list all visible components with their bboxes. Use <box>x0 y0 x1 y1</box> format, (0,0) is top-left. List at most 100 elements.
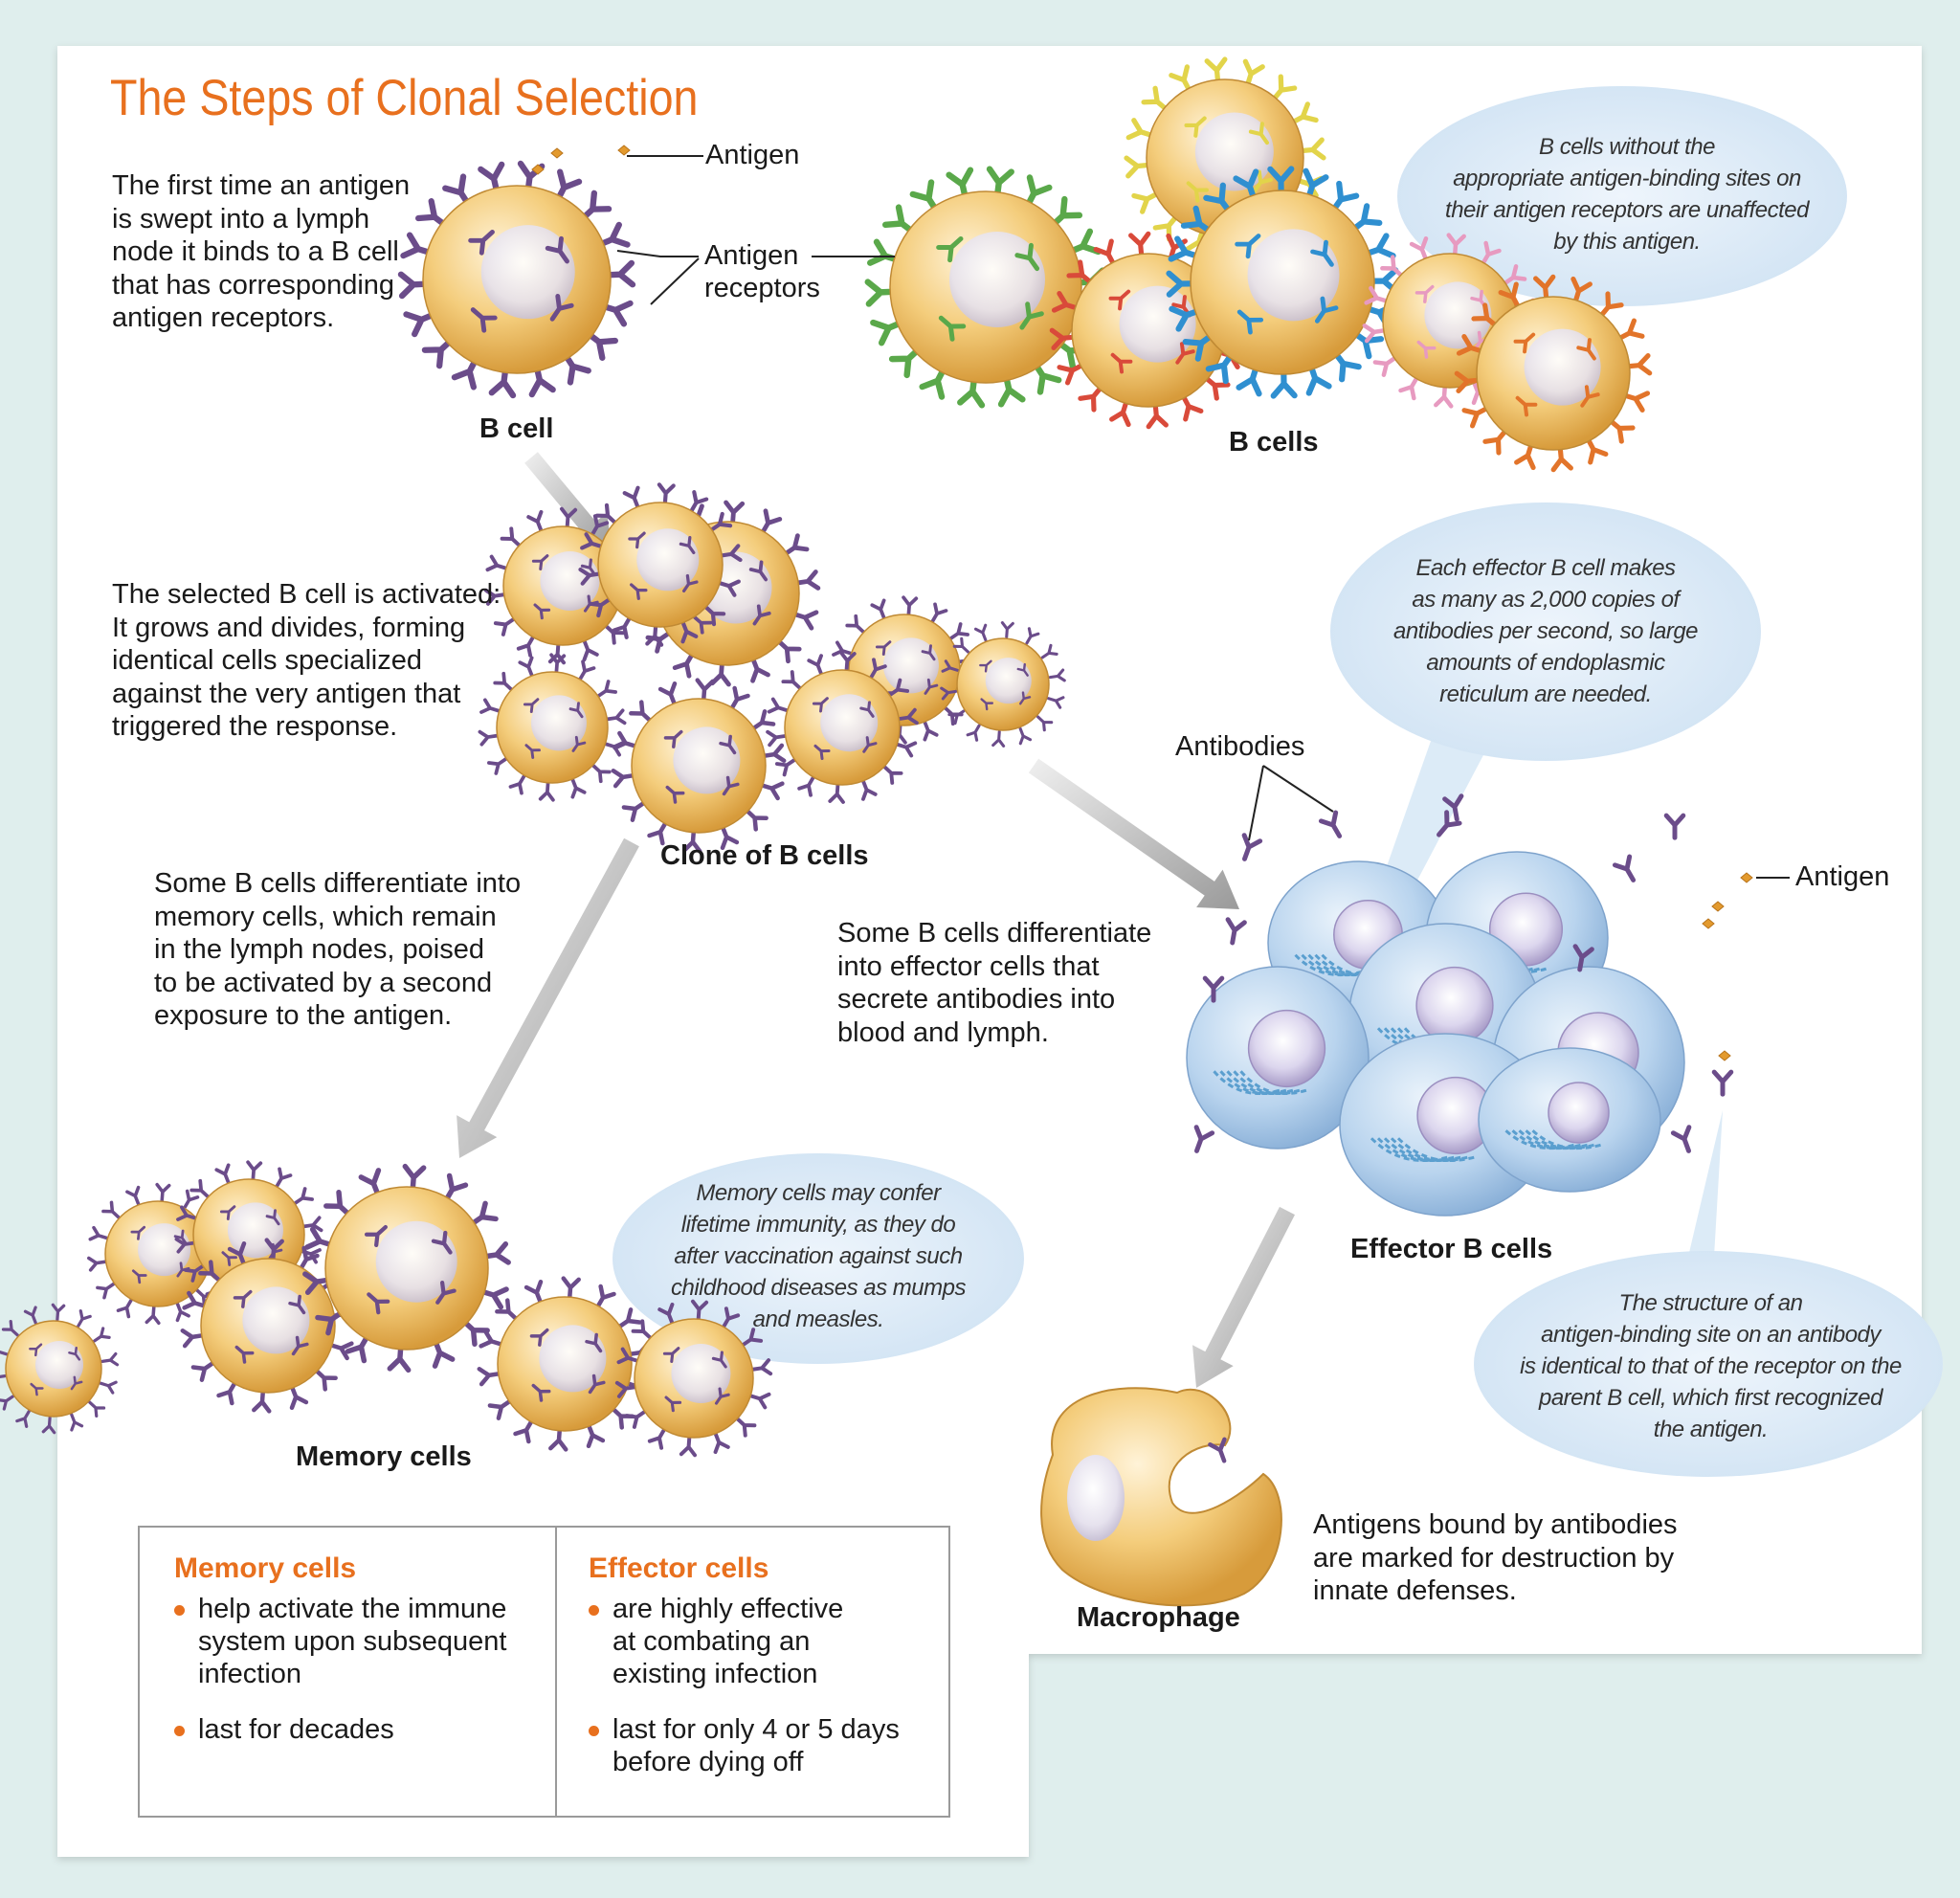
antigen-receptor-icon <box>921 644 936 661</box>
antigen-receptor-icon <box>614 1380 638 1398</box>
antigen-receptor-icon <box>781 670 803 691</box>
arrow-shape <box>457 837 639 1158</box>
process-arrows <box>457 452 1296 1388</box>
antigen-receptor-icon <box>663 729 683 748</box>
antigen-receptor-icon <box>219 1205 236 1221</box>
leader-lines <box>616 155 1790 879</box>
antigen-receptor-icon <box>897 707 919 726</box>
b-cell-label: B cell <box>479 413 554 444</box>
arrow-shape <box>524 452 612 555</box>
antigen-receptor-icon <box>860 778 878 801</box>
legend-memory-item-text: last for decades <box>198 1714 394 1745</box>
antigen-receptor-icon <box>807 654 824 677</box>
receptor-leader-lower <box>650 257 700 305</box>
antigen-receptor-icon <box>125 1185 141 1207</box>
antigen-receptor-icon <box>545 235 569 264</box>
antigen-receptor-icon <box>0 1343 9 1357</box>
antigen-top-label: Antigen <box>705 140 800 170</box>
step4-text: Antigens bound by antibodies are marked … <box>1313 1509 1678 1606</box>
antigen-receptor-icon <box>722 775 740 796</box>
step3-effector-text: Some B cells differentiate into effector… <box>837 918 1152 1048</box>
antigen-receptor-icon <box>979 659 992 673</box>
antigen-receptor-icon <box>628 531 646 549</box>
antigen-receptor-icon <box>70 1375 83 1391</box>
antigen-receptor-icon <box>291 1335 309 1356</box>
legend-effector-item: last for only 4 or 5 days before dying o… <box>589 1713 943 1778</box>
antigen-receptor-icon <box>293 1187 314 1206</box>
antigen-receptor-icon <box>966 724 981 742</box>
antigen-receptor-icon <box>559 506 578 529</box>
legend-memory-item-text: help activate the immune system upon sub… <box>198 1594 507 1689</box>
antigen-receptor-icon <box>493 616 517 636</box>
antigen-receptor-icon <box>221 1251 237 1266</box>
antigen-receptor-icon <box>468 230 495 256</box>
antigen-receptor-icon <box>175 1301 190 1323</box>
legend-effector: Effector cells are highly effective at c… <box>589 1552 943 1778</box>
antigen-receptor-icon <box>549 653 567 674</box>
antigen-receptor-icon <box>740 1328 764 1348</box>
antigen-receptor-icon <box>41 1416 56 1435</box>
arrow-to-memory <box>457 837 639 1158</box>
b-cell-orange <box>1454 274 1653 473</box>
antigen-receptor-icon <box>1314 296 1339 324</box>
antigen-receptor-icon <box>924 678 939 695</box>
antigen-receptor-icon <box>87 1256 107 1272</box>
antigen-receptor-icon <box>845 614 866 635</box>
bubble-shape <box>612 1153 1024 1364</box>
antigen-icon <box>531 164 545 175</box>
antigen-receptor-icon <box>493 671 514 692</box>
antigen-receptor-icon <box>767 697 790 714</box>
antigen-receptor-icon <box>99 1380 118 1395</box>
bullet-dot <box>589 1605 599 1616</box>
antigen-receptor-icon <box>1310 239 1334 267</box>
antigen-receptor-icon <box>1036 715 1054 732</box>
antigen-receptor-icon <box>647 1427 667 1450</box>
antigen-receptor-icon <box>533 603 551 620</box>
antigen-receptor-icon <box>662 1347 680 1363</box>
antigen-receptor-icon <box>839 651 857 673</box>
antigen-receptor-icon <box>500 526 523 548</box>
antigen-receptor-icon <box>1016 662 1029 677</box>
antigen-receptor-icon <box>713 1431 730 1455</box>
antigen-receptor-icon <box>973 623 988 642</box>
antigen-receptor-icon <box>582 638 599 662</box>
antigen-receptor-icon <box>1193 1125 1215 1153</box>
antigen-receptor-icon <box>571 735 587 752</box>
antigen-receptor-icon <box>0 1371 7 1386</box>
antigen-receptor-icon <box>1318 810 1343 838</box>
antigen-receptor-icon <box>679 536 696 555</box>
bubble-structure <box>1474 1110 1943 1477</box>
macrophage <box>1040 1387 1282 1607</box>
legend-effector-item-text: are highly effective at combating an exi… <box>612 1594 844 1689</box>
antigen-receptor-icon <box>1442 793 1464 822</box>
antigen-icon <box>617 145 631 156</box>
antigen-receptor-icon <box>431 1230 453 1255</box>
antigen-receptor-icon <box>88 1400 106 1418</box>
antigen-receptor-icon <box>23 1306 37 1325</box>
antigen-receptor-icon <box>568 702 584 719</box>
antigen-receptor-icon <box>130 1225 146 1240</box>
antigen-receptor-icon <box>470 307 498 333</box>
antigen-receptor-icon <box>483 588 507 606</box>
arrow-shape <box>1192 1206 1296 1388</box>
step3-memory-text: Some B cells differentiate into memory c… <box>154 868 522 1031</box>
antigen-receptor-icon <box>665 785 685 804</box>
memory-b-cell <box>302 1163 511 1373</box>
antigen-receptor-icon <box>184 1263 205 1283</box>
antigen-receptor-icon <box>603 623 626 645</box>
antigen-receptor-icon <box>714 1387 730 1405</box>
antigen-receptor-icon <box>1018 691 1032 705</box>
legend-memory-item: last for decades <box>174 1713 547 1746</box>
antigen-receptor-icon <box>176 1205 198 1221</box>
b-cell <box>397 160 636 399</box>
antigen-receptor-icon <box>812 697 829 713</box>
antigen-receptor-icon <box>1711 1069 1734 1097</box>
antigen-receptor-icon <box>948 622 969 641</box>
memory-b-cell <box>0 1303 120 1435</box>
legend-box <box>138 1526 950 1818</box>
antigen-receptor-icon <box>101 1200 122 1219</box>
antigen-receptor-icon <box>859 701 875 718</box>
memory-b-cell <box>614 1299 773 1458</box>
clone-b-cell <box>766 651 919 804</box>
